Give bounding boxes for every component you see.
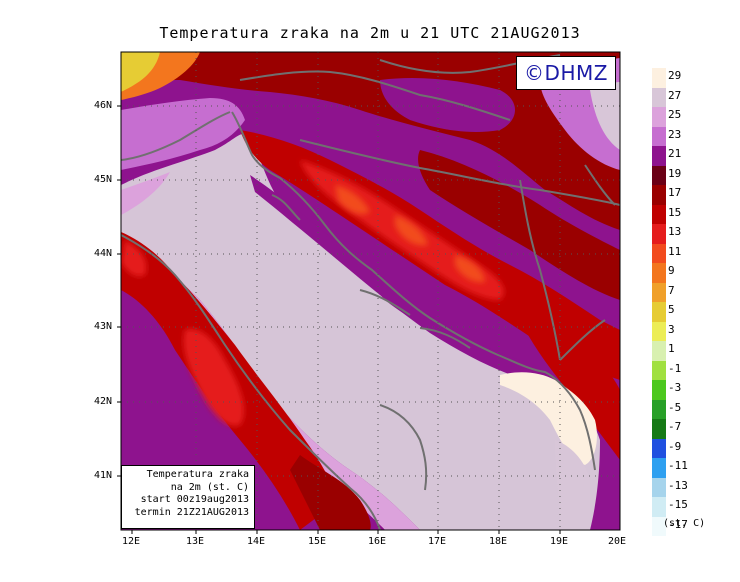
legend-tick-label: 27: [668, 88, 682, 102]
legend-swatch: [652, 360, 666, 380]
legend-tick-label: 19: [668, 166, 682, 180]
lon-label-17: 17E: [428, 536, 447, 547]
italy-hot: [183, 329, 245, 426]
lon-label-18: 18E: [489, 536, 508, 547]
dinaric-orange: [335, 185, 485, 283]
info-line-1: Temperatura zraka: [146, 469, 249, 480]
legend-swatch: [652, 399, 666, 419]
north-yellow-corner: [121, 52, 162, 92]
info-box: Temperatura zraka na 2m (st. C) start 00…: [121, 465, 255, 529]
legend-swatch: [652, 497, 666, 517]
adriatic-sea: [121, 133, 600, 530]
lon-label-19: 19E: [550, 536, 569, 547]
legend-tick-label: 17: [668, 186, 682, 199]
italy-coastline: [121, 111, 381, 530]
info-line-3: start 00z19aug2013: [140, 494, 249, 505]
legend-unit: (st. C): [663, 518, 706, 529]
legend-swatch: [652, 107, 666, 127]
lon-label-16: 16E: [368, 536, 387, 547]
legend-tick-label: 1: [668, 342, 675, 355]
legend-tick-label: 5: [668, 303, 675, 316]
legend-swatch: [652, 146, 666, 166]
legend-tick-label: 9: [668, 264, 675, 277]
albania-lilac: [555, 440, 590, 530]
lat-label-46: 46N: [94, 100, 113, 111]
legend-swatch: [652, 321, 666, 341]
italy-gargano: [379, 404, 428, 491]
legend-swatch: [652, 263, 666, 283]
legend-swatch: [652, 204, 666, 224]
legend-swatch: [652, 185, 666, 205]
legend-swatch: [652, 380, 666, 400]
info-line-2: na 2m (st. C): [170, 481, 249, 493]
italy-hot-2: [121, 240, 147, 277]
lon-label-14: 14E: [247, 536, 266, 547]
legend-swatch: [652, 419, 666, 439]
legend-tick-label: 29: [668, 69, 682, 82]
legend-swatch: [652, 438, 666, 458]
island-1: [271, 194, 301, 221]
legend-tick-label: -7: [668, 420, 682, 433]
legend-tick-label: 7: [668, 283, 675, 297]
map-frame: [120, 51, 621, 531]
legend-tick-label: 15: [668, 205, 682, 219]
lon-label-15: 15E: [308, 536, 327, 547]
lat-label-43: 43N: [94, 321, 113, 332]
legend-tick-label: -1: [668, 361, 682, 375]
border-east: [559, 164, 616, 361]
legend-tick-label: -13: [668, 478, 688, 492]
legend-swatch: [652, 477, 666, 497]
border-north: [239, 70, 511, 121]
map-title: Temperatura zraka na 2m u 21 UTC 21AUG20…: [159, 24, 581, 42]
lat-label-42: 42N: [94, 396, 113, 407]
legend-swatch: [652, 341, 666, 361]
coastal-band: [250, 175, 520, 378]
legend-swatch: [652, 165, 666, 185]
lon-label-20: 20E: [608, 536, 627, 547]
legend-tick-label: -15: [668, 498, 688, 511]
legend-tick-label: 23: [668, 127, 682, 141]
lon-label-12: 12E: [122, 536, 141, 547]
north-orange-corner: [121, 52, 200, 100]
legend-tick-label: -5: [668, 400, 682, 414]
lat-label-41: 41N: [94, 470, 113, 481]
north-pale: [590, 82, 620, 150]
legend-tick-label: -11: [668, 459, 688, 472]
legend-tick-label: -17: [668, 517, 688, 531]
legend-swatch: [652, 302, 666, 322]
legend-swatch: [652, 516, 666, 536]
legend-swatch: [652, 68, 666, 88]
legend-swatch: [652, 224, 666, 244]
border-drina: [519, 179, 561, 361]
albania-pale: [500, 372, 597, 465]
croatia-coastline: [231, 111, 596, 471]
border-sava: [299, 139, 620, 206]
island-2: [359, 289, 411, 316]
bosnia-red: [418, 150, 620, 300]
italian-coast-sea: [121, 172, 170, 215]
legend-swatch: [652, 87, 666, 107]
legend-tick-label: 11: [668, 244, 682, 258]
lon-label-13: 13E: [186, 536, 205, 547]
legend-tick-label: 13: [668, 225, 682, 238]
legend-tick-label: -9: [668, 439, 682, 453]
legend-swatch: [652, 282, 666, 302]
lat-label-45: 45N: [94, 174, 113, 185]
purple-plains: [380, 78, 515, 132]
legend-tick-label: -3: [668, 381, 682, 394]
legend-tick-label: 21: [668, 147, 682, 160]
italy-south: [290, 455, 371, 530]
legend-swatch: [652, 243, 666, 263]
legend-swatch: [652, 126, 666, 146]
legend-swatch: [652, 458, 666, 478]
legend-tick-label: 3: [668, 322, 675, 336]
info-line-4: termin 21Z21AUG2013: [134, 506, 249, 518]
lat-label-44: 44N: [94, 248, 113, 259]
legend-tick-label: 25: [668, 108, 682, 121]
island-3: [419, 327, 471, 349]
dhmz-logo: ©DHMZ: [516, 56, 616, 90]
